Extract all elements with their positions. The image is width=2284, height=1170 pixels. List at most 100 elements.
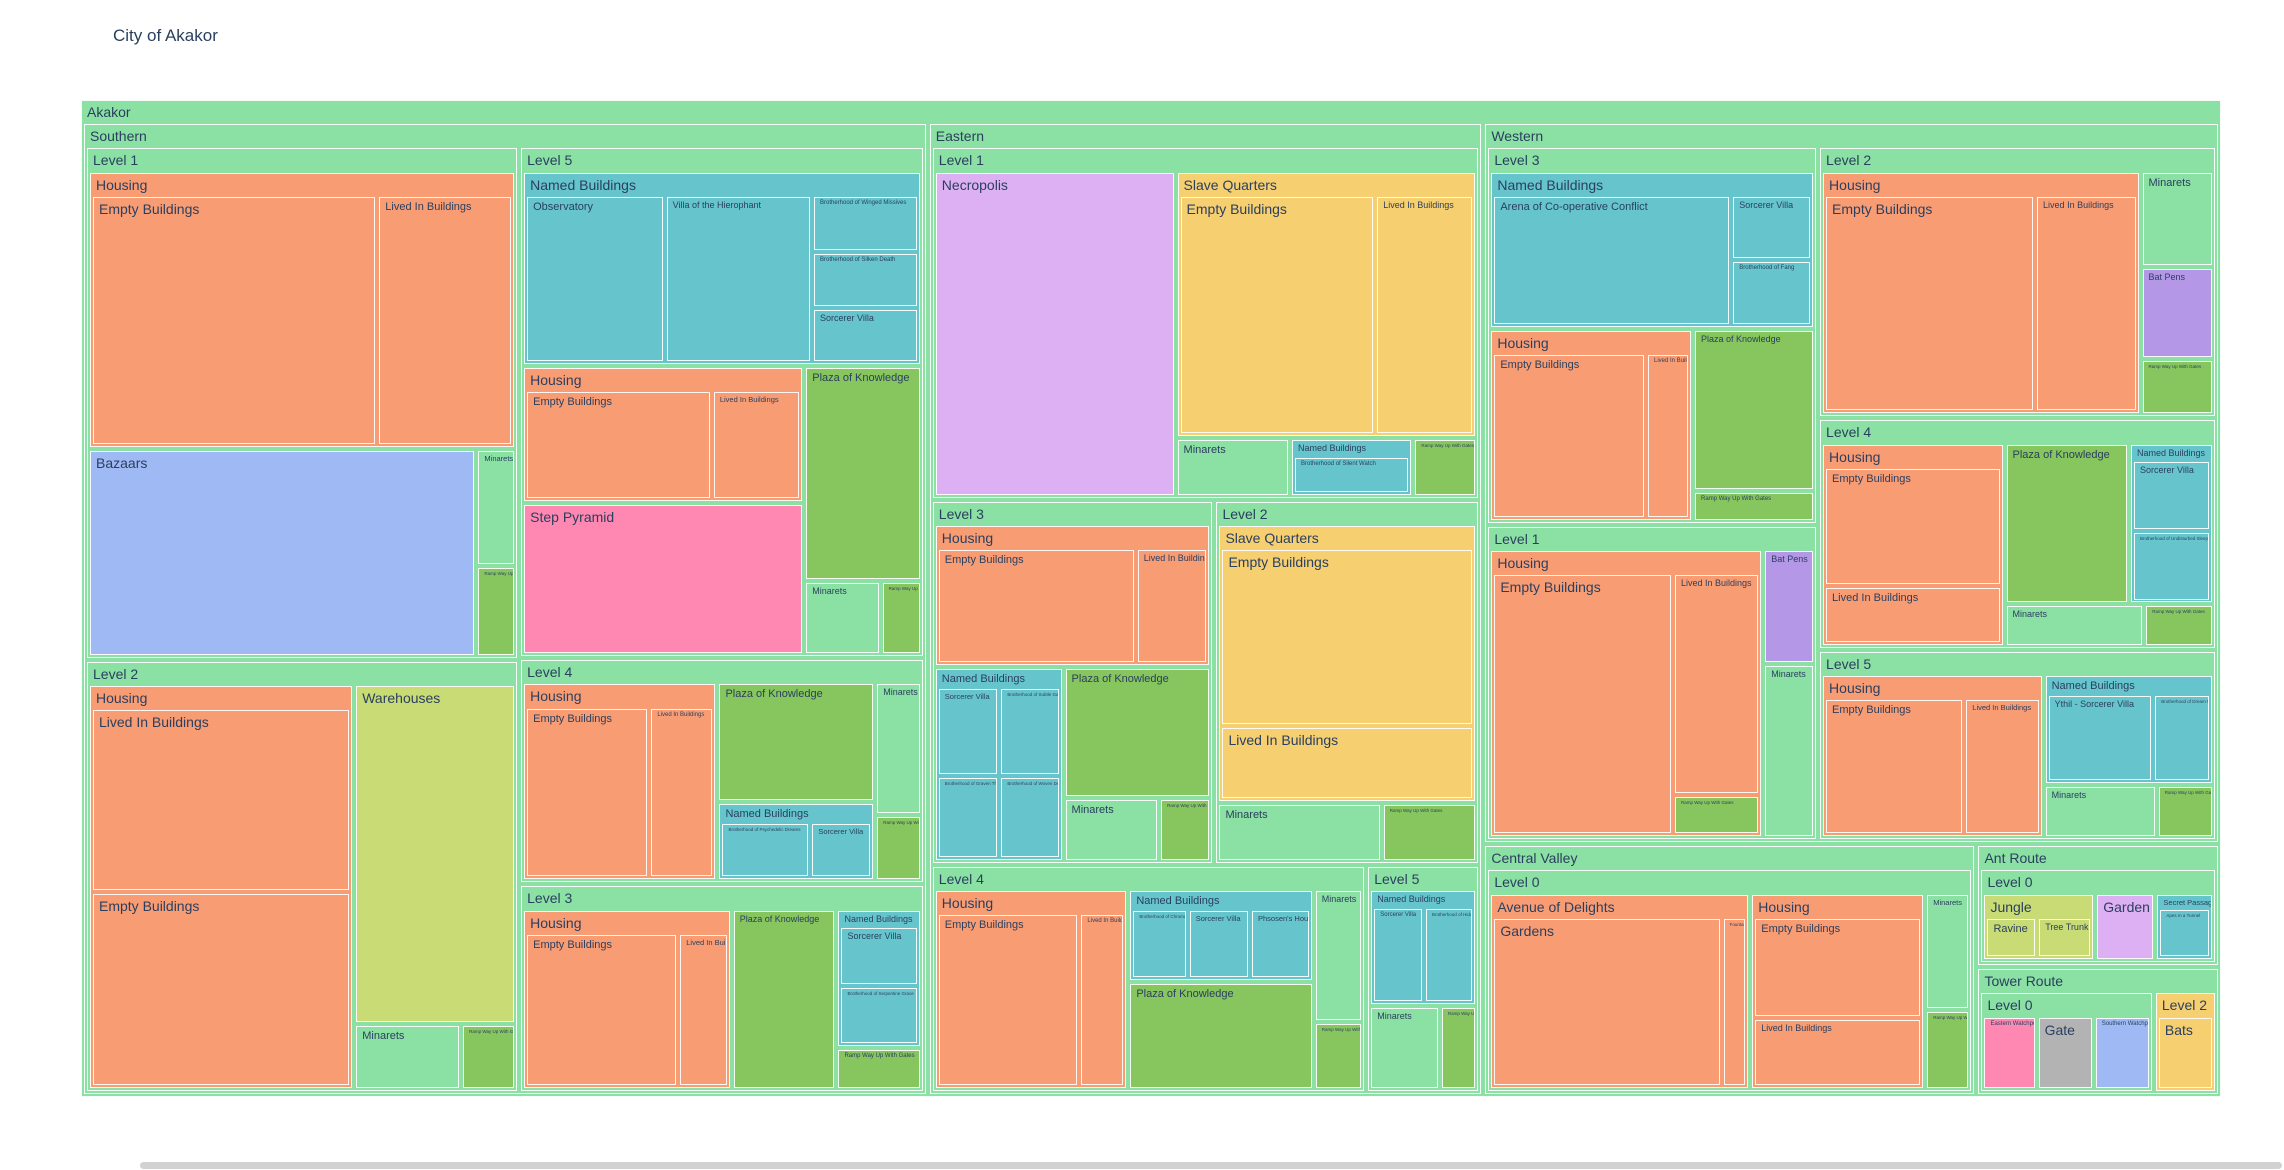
treemap-node-level-4[interactable]: Level 4 Housing Empty Buildings Lived In Bu… (521, 660, 923, 883)
treemap-node-empty-buildings[interactable]: Empty Buildings (1826, 699, 1963, 834)
treemap-node-sorcerer-villa[interactable]: Sorcerer Villa (1733, 196, 1811, 258)
treemap-node-plaza-of-knowledge[interactable]: Plaza of Knowledge (1065, 668, 1210, 796)
treemap-node-minarets[interactable]: Minarets (1315, 891, 1362, 1020)
treemap-node-minarets[interactable]: Minarets (877, 684, 920, 813)
treemap-node-level-4[interactable]: Level 4 Housing Empty Buildings Lived In Bu… (932, 866, 1365, 1091)
treemap-node-ramp-way-up-with-gates[interactable]: Ramp Way Up With Gates (2158, 786, 2212, 837)
treemap-node-housing[interactable]: Housing Empty Buildings Lived In Buildings (524, 684, 716, 880)
treemap-node-lived-in-buildings[interactable]: Lived In Buildings (93, 710, 350, 891)
treemap-node-necropolis[interactable]: Necropolis (935, 172, 1174, 495)
treemap-node-brotherhood-of-chromatic-doom[interactable]: Brotherhood of Chromatic Doom (1133, 911, 1186, 977)
treemap-node-empty-buildings[interactable]: Empty Buildings (1826, 468, 2000, 584)
treemap-node-level-2[interactable]: Level 2 Housing Lived In Buildings Empty Bu… (87, 661, 518, 1091)
treemap-node-sorcerer-villa[interactable]: Sorcerer Villa (812, 824, 871, 877)
treemap-node-ravine[interactable]: Ravine (1987, 918, 2036, 957)
treemap-node-bat-pens[interactable]: Bat Pens (2142, 269, 2212, 358)
treemap-node-observatory[interactable]: Observatory (527, 196, 663, 362)
treemap-node-plaza-of-knowledge[interactable]: Plaza of Knowledge (1695, 331, 1814, 489)
scrollbar-thumb[interactable] (140, 1162, 2282, 1169)
treemap-node-ramp-way-up-with-gates[interactable]: Ramp Way Up With Gates (1161, 799, 1210, 860)
treemap-node-southern[interactable]: Southern Level 1 Housing Empty Buildings Liv… (84, 124, 926, 1094)
treemap-node-ythil-sorcerer-villa[interactable]: Ythil - Sorcerer Villa (2048, 696, 2152, 780)
treemap-node-named-buildings[interactable]: Named Buildings Observatory Villa of the H… (524, 172, 920, 365)
treemap-node-minarets[interactable]: Minarets (1927, 894, 1969, 1008)
treemap-node-akakor[interactable]: Akakor Southern Level 1 Housing Empty Buildi… (81, 100, 2221, 1097)
horizontal-scrollbar[interactable] (0, 1161, 2284, 1170)
treemap-node-level-2[interactable]: Level 2 Slave Quarters Empty Buildings Live… (1216, 501, 1479, 863)
treemap-node-apes-in-a-tunnel[interactable]: Apes In a Tunnel (2160, 910, 2210, 957)
treemap-node-villa-of-the-hierophant[interactable]: Villa of the Hierophant (666, 196, 810, 362)
treemap-node-housing[interactable]: Housing Empty Buildings Lived In Buildings (1823, 675, 2042, 837)
treemap-node-sorcerer-villa[interactable]: Sorcerer Villa (2134, 462, 2209, 529)
treemap-node-ramp-way-up-with-gates[interactable]: Ramp Way Up With Gates (838, 1049, 920, 1088)
treemap-node-housing[interactable]: Housing Empty Buildings Lived In Buildings (1823, 444, 2003, 645)
treemap-node-minarets[interactable]: Minarets (1371, 1008, 1438, 1088)
treemap-node-brotherhood-of-dream-mist[interactable]: Brotherhood of Dream Mist (2155, 696, 2209, 780)
treemap-node-housing[interactable]: Housing Empty Buildings Lived In Buildings (524, 368, 803, 502)
treemap-node-level-4[interactable]: Level 4 Housing Empty Buildings Lived In Bu… (1820, 420, 2215, 648)
treemap-node-garden[interactable]: Garden (2097, 894, 2154, 960)
treemap-node-avenue-of-delights[interactable]: Avenue of Delights Gardens Fountains (1491, 894, 1749, 1088)
treemap-node-fountains[interactable]: Fountains (1723, 918, 1746, 1085)
treemap-node-brotherhood-of-silken-death[interactable]: Brotherhood of Silken Death (813, 253, 917, 306)
treemap-node-brotherhood-of-serpentine-grace[interactable]: Brotherhood of Serpentine Grace (841, 988, 917, 1043)
treemap-node-brotherhood-of-psychedelic-dreams[interactable]: Brotherhood of Psychedelic Dreams (722, 824, 809, 877)
treemap-node-named-buildings[interactable]: Named Buildings Brotherhood of Psychedeli… (719, 803, 874, 880)
treemap-node-empty-buildings[interactable]: Empty Buildings (1494, 355, 1644, 517)
treemap-node-ramp-way-up-with-gates[interactable]: Ramp Way Up With Gates (1441, 1008, 1476, 1088)
treemap-node-housing[interactable]: Housing Empty Buildings Lived In Buildings (935, 525, 1210, 665)
treemap-node-lived-in-buildings[interactable]: Lived In Buildings (1222, 728, 1473, 798)
treemap-node-lived-in-buildings[interactable]: Lived In Buildings (1377, 196, 1473, 434)
treemap-node-sorcerer-villa[interactable]: Sorcerer Villa (1189, 911, 1248, 977)
treemap-node-plaza-of-knowledge[interactable]: Plaza of Knowledge (733, 910, 835, 1088)
treemap-node-minarets[interactable]: Minarets (2045, 786, 2155, 837)
treemap-node-minarets[interactable]: Minarets (1177, 440, 1288, 495)
treemap-node-housing[interactable]: Housing Empty Buildings Lived In Buildings (1491, 331, 1692, 520)
treemap-node-ramp-way-up-with-gates[interactable]: Ramp Way Up With Gates (1315, 1023, 1362, 1088)
treemap-node-ramp-way-up-with-gates[interactable]: Ramp Way Up With Gates (463, 1026, 515, 1088)
treemap-node-brotherhood-of-fang[interactable]: Brotherhood of Fang (1733, 261, 1811, 325)
treemap-node-ramp-way-up-with-gates[interactable]: Ramp Way Up With Gates (2146, 606, 2212, 645)
treemap-node-level-3[interactable]: Level 3 Housing Empty Buildings Lived In Bu… (932, 501, 1213, 863)
treemap-node-secret-passage[interactable]: Secret Passage Apes In a Tunnel (2157, 894, 2213, 960)
treemap-node-level-2[interactable]: Level 2 Bats (2155, 993, 2215, 1091)
treemap-node-named-buildings[interactable]: Named Buildings Ythil - Sorcerer Villa Bro… (2045, 675, 2212, 783)
treemap-node-level-3[interactable]: Level 3 Housing Empty Buildings Lived In Bu… (521, 886, 923, 1091)
treemap-node-minarets[interactable]: Minarets (1219, 804, 1380, 860)
treemap-node-plaza-of-knowledge[interactable]: Plaza of Knowledge (806, 368, 920, 579)
treemap-node-phsosen-s-house[interactable]: Phsosen's House (1251, 911, 1309, 977)
treemap-node-slave-quarters[interactable]: Slave Quarters Empty Buildings Lived In Bu… (1177, 172, 1476, 437)
treemap-node-level-2[interactable]: Level 2 Housing Empty Buildings Lived In Bu… (1820, 148, 2215, 417)
treemap-node-lived-in-buildings[interactable]: Lived In Buildings (1826, 587, 2000, 642)
treemap-node-southern-watchpost[interactable]: Southern Watchpost (2095, 1017, 2149, 1088)
treemap-node-bats[interactable]: Bats (2158, 1017, 2212, 1088)
treemap-node-tower-route[interactable]: Tower Route Level 0 Eastern Watchpost Gate S… (1978, 969, 2218, 1094)
treemap-node-housing[interactable]: Housing Empty Buildings Lived In Buildings… (1491, 550, 1762, 837)
treemap-node-housing[interactable]: Housing Empty Buildings Lived In Buildings (935, 891, 1127, 1088)
treemap-node-housing[interactable]: Housing Lived In Buildings Empty Buildings (90, 686, 353, 1088)
treemap-node-named-buildings[interactable]: Named Buildings Sorcerer Villa Brotherhood… (935, 668, 1062, 860)
treemap-node-level-5[interactable]: Level 5 Named Buildings Sorcerer Villa Brot… (1368, 866, 1479, 1091)
treemap-node-level-1[interactable]: Level 1 Necropolis Slave Quarters Empty Bui… (932, 148, 1479, 498)
treemap-node-tree-trunk[interactable]: Tree Trunk (2039, 918, 2091, 957)
treemap-node-brotherhood-of-graven-thought[interactable]: Brotherhood of Graven Thought (938, 778, 998, 857)
treemap-node-empty-buildings[interactable]: Empty Buildings (938, 915, 1078, 1085)
treemap-node-eastern[interactable]: Eastern Level 1 Necropolis Slave Quarters Em… (929, 124, 1482, 1094)
treemap-node-minarets[interactable]: Minarets (806, 582, 879, 654)
treemap-node-named-buildings[interactable]: Named Buildings Brotherhood of Silent Wat… (1292, 440, 1412, 495)
treemap-node-empty-buildings[interactable]: Empty Buildings (1222, 550, 1473, 724)
treemap-node-ramp-way-up-with-gates[interactable]: Ramp Way Up With Gates (882, 582, 920, 654)
treemap-node-level-3[interactable]: Level 3 Named Buildings Arena of Co-operat… (1488, 148, 1817, 523)
treemap-node-ramp-way-up-with-gates[interactable]: Ramp Way Up With Gates (1674, 796, 1759, 834)
treemap-node-named-buildings[interactable]: Named Buildings Arena of Co-operative Con… (1491, 172, 1814, 328)
treemap-node-level-0[interactable]: Level 0 Jungle Ravine Tree Trunk Garden Secre… (1981, 870, 2215, 963)
treemap-node-brotherhood-of-subtle-gaze[interactable]: Brotherhood of Subtle Gaze (1001, 688, 1059, 775)
treemap-node-empty-buildings[interactable]: Empty Buildings (527, 392, 710, 499)
treemap-node-lived-in-buildings[interactable]: Lived In Buildings (1647, 355, 1689, 517)
treemap-node-sorcerer-villa[interactable]: Sorcerer Villa (841, 928, 917, 985)
treemap-node-sorcerer-villa[interactable]: Sorcerer Villa (938, 688, 998, 775)
treemap-node-level-1[interactable]: Level 1 Housing Empty Buildings Lived In Bu… (87, 148, 518, 658)
treemap-node-minarets[interactable]: Minarets (1065, 799, 1158, 860)
treemap-node-lived-in-buildings[interactable]: Lived In Buildings (1966, 699, 2039, 834)
treemap-node-minarets[interactable]: Minarets (478, 450, 515, 564)
